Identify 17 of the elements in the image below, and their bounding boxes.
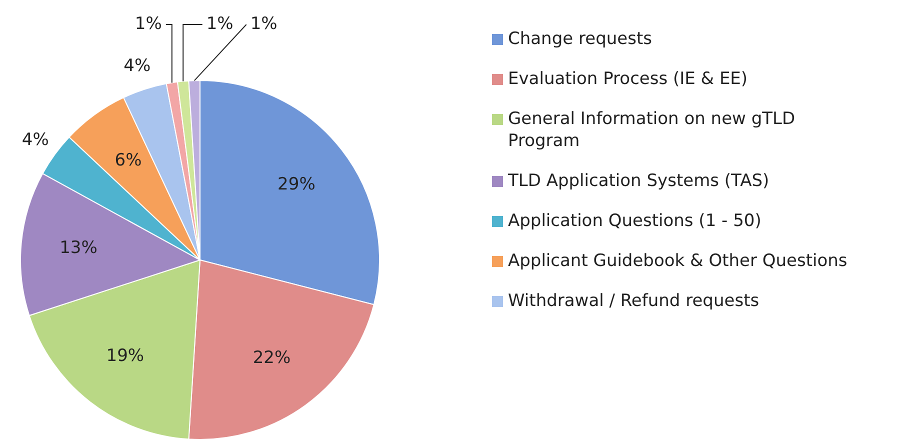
legend-label: Withdrawal / Refund requests [508,290,760,312]
data-label: 1% [250,14,278,34]
data-label: 6% [114,150,142,171]
data-label: 19% [106,346,144,366]
legend-label: TLD Application Systems (TAS) [508,170,770,192]
data-label: 1% [206,14,234,34]
data-label: 13% [60,238,98,258]
data-label: 29% [278,174,316,195]
data-label: 1% [134,14,162,34]
legend-label: Evaluation Process (IE & EE) [508,68,748,90]
legend-label: Application Questions (1 - 50) [508,210,762,232]
legend-label: Applicant Guidebook & Other Questions [508,250,848,272]
data-label: 4% [22,130,49,150]
data-label: 22% [252,348,291,368]
legend-label: General Information on new gTLD Program [508,108,796,152]
legend-label: Change requests [508,28,652,50]
data-label: 4% [124,56,151,76]
